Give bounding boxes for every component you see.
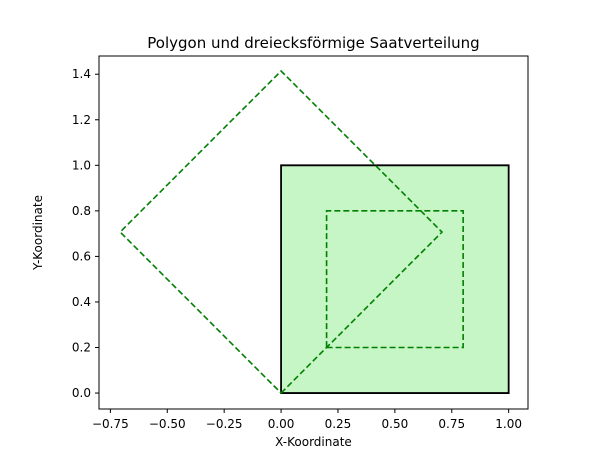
y-tick-label: 0.4 <box>72 295 91 309</box>
x-tick-label: 0.25 <box>325 417 352 431</box>
y-axis-label: Y-Koordinate <box>31 195 45 271</box>
chart-title: Polygon und dreiecksförmige Saatverteilu… <box>147 34 479 52</box>
y-tick-label: 1.0 <box>72 158 91 172</box>
x-axis-label: X-Koordinate <box>275 435 352 449</box>
x-tick-label: 0.00 <box>268 417 295 431</box>
x-tick-label: −0.25 <box>206 417 243 431</box>
y-tick-label: 0.8 <box>72 204 91 218</box>
outline-polygon-2 <box>325 210 464 349</box>
y-tick-label: 0.6 <box>72 249 91 263</box>
axes-frame <box>98 55 529 410</box>
shapes-layer <box>119 69 510 395</box>
plot-area <box>98 55 529 410</box>
outline-polygon-3 <box>119 69 444 395</box>
y-tick-label: 1.4 <box>72 67 91 81</box>
filled-polygon-1 <box>280 164 510 394</box>
y-tick-label: 1.2 <box>72 113 91 127</box>
y-tick-label: 0.0 <box>72 386 91 400</box>
x-axis-ticks: −0.75 −0.50 −0.25 0.00 0.25 0.50 0.75 1.00 <box>92 409 522 431</box>
x-tick-label: −0.50 <box>149 417 186 431</box>
x-tick-label: 0.75 <box>438 417 465 431</box>
y-tick-label: 0.2 <box>72 341 91 355</box>
x-tick-label: 1.00 <box>495 417 522 431</box>
x-tick-label: 0.50 <box>382 417 409 431</box>
y-axis-ticks: 0.0 0.2 0.4 0.6 0.8 1.0 1.2 1.4 <box>72 67 99 400</box>
x-tick-label: −0.75 <box>92 417 129 431</box>
